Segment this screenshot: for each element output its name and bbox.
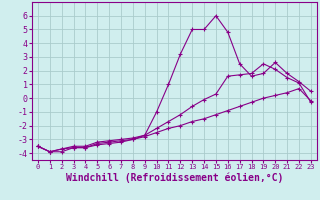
X-axis label: Windchill (Refroidissement éolien,°C): Windchill (Refroidissement éolien,°C) (66, 173, 283, 183)
